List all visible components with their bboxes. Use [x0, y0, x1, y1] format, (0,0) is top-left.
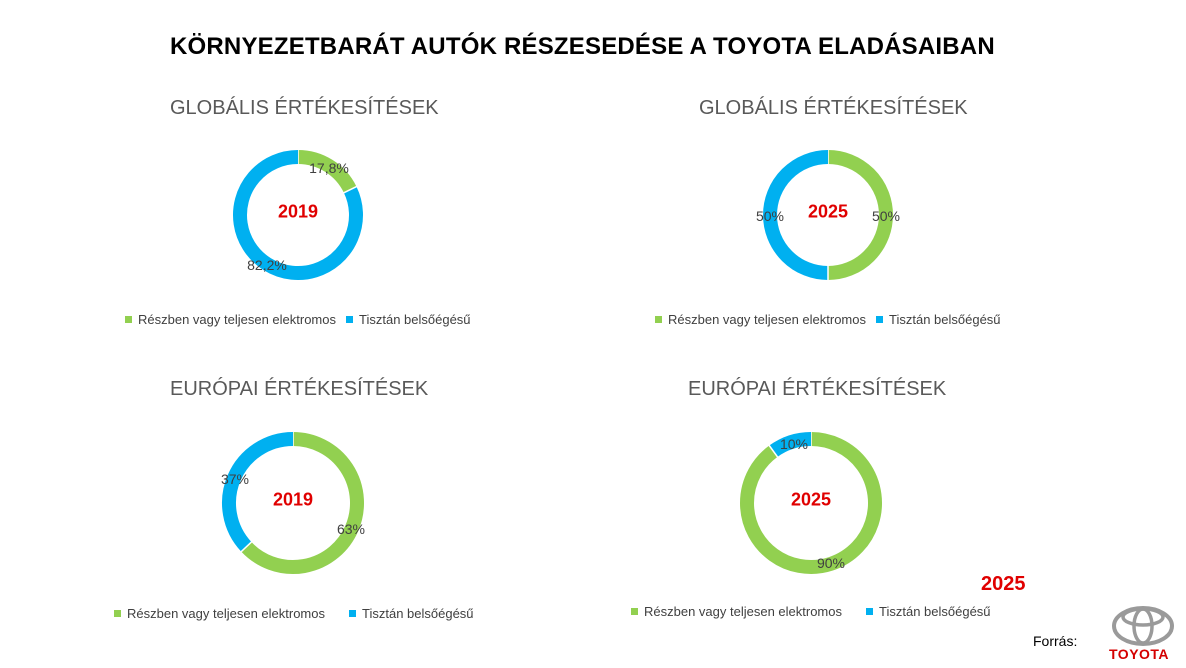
data-label-1-1: 17,8% [309, 160, 349, 176]
legend-item: Részben vagy teljesen elektromos [114, 606, 325, 621]
donut-slice-2-2 [763, 150, 829, 280]
data-label-1-2: 82,2% [247, 257, 287, 273]
chart-legend-1: Részben vagy teljesen elektromos Tisztán … [125, 312, 481, 327]
donut-slice-2-1 [827, 150, 893, 280]
chart-legend-2: Részben vagy teljesen elektromos Tisztán … [655, 312, 1011, 327]
legend-label: Tisztán belsőégésű [889, 312, 1001, 327]
legend-swatch [631, 608, 638, 615]
chart-legend-3: Részben vagy teljesen elektromos Tisztán … [114, 606, 484, 621]
chart-title-2: GLOBÁLIS ÉRTÉKESÍTÉSEK [699, 97, 968, 119]
toyota-wordmark: TOYOTA [1109, 646, 1170, 662]
legend-label: Részben vagy teljesen elektromos [127, 606, 325, 621]
legend-swatch [349, 610, 356, 617]
donut-slice-4-1 [740, 432, 882, 574]
slice-separator [342, 185, 358, 194]
legend-label: Tisztán belsőégésű [362, 606, 474, 621]
center-year-label-4: 2025 [790, 489, 832, 510]
legend-item: Részben vagy teljesen elektromos [655, 312, 866, 327]
legend-label: Tisztán belsőégésű [359, 312, 471, 327]
source-label: Forrás: [1033, 633, 1078, 649]
legend-item: Részben vagy teljesen elektromos [631, 604, 842, 619]
center-year-label-2: 2025 [807, 201, 849, 222]
donut-chart-3 [222, 431, 364, 574]
donut-slice-3-1 [241, 432, 364, 574]
data-label-4-1: 90% [816, 555, 846, 571]
chart-title-1: GLOBÁLIS ÉRTÉKESÍTÉSEK [170, 97, 439, 119]
data-label-3-2: 37% [220, 471, 250, 487]
data-label-4-2: 10% [779, 436, 809, 452]
legend-label: Részben vagy teljesen elektromos [138, 312, 336, 327]
legend-item: Tisztán belsőégésű [349, 606, 474, 621]
donut-slice-1-2 [233, 150, 363, 280]
data-label-3-1: 63% [336, 521, 366, 537]
donut-slice-4-2 [769, 432, 812, 458]
slice-separator [768, 444, 779, 459]
legend-swatch [114, 610, 121, 617]
toyota-logo-icon [1112, 606, 1174, 646]
legend-item: Tisztán belsőégésű [346, 312, 471, 327]
legend-swatch [876, 316, 883, 323]
chart-title-3: EURÓPAI ÉRTÉKESÍTÉSEK [170, 378, 429, 400]
chart-legend-4: Részben vagy teljesen elektromos Tisztán … [631, 604, 1001, 619]
donut-chart-2 [763, 149, 893, 281]
legend-item: Tisztán belsőégésű [866, 604, 991, 619]
data-label-2-2: 50% [755, 208, 785, 224]
center-year-label-3: 2019 [272, 489, 314, 510]
donut-slice-3-2 [222, 432, 294, 552]
data-label-2-1: 50% [871, 208, 901, 224]
legend-swatch [125, 316, 132, 323]
floating-year-label: 2025 [981, 573, 1026, 595]
donut-slice-1-1 [297, 150, 357, 193]
legend-item: Tisztán belsőégésű [876, 312, 1001, 327]
legend-swatch [655, 316, 662, 323]
legend-item: Részben vagy teljesen elektromos [125, 312, 336, 327]
chart-title-4: EURÓPAI ÉRTÉKESÍTÉSEK [688, 378, 947, 400]
legend-swatch [346, 316, 353, 323]
legend-swatch [866, 608, 873, 615]
slice-separator [240, 540, 253, 553]
legend-label: Tisztán belsőégésű [879, 604, 991, 619]
center-year-label-1: 2019 [277, 201, 319, 222]
legend-label: Részben vagy teljesen elektromos [668, 312, 866, 327]
page-title: KÖRNYEZETBARÁT AUTÓK RÉSZESEDÉSE A TOYOT… [170, 33, 995, 60]
donut-chart-1 [233, 149, 363, 280]
donut-chart-4 [740, 431, 882, 574]
legend-label: Részben vagy teljesen elektromos [644, 604, 842, 619]
